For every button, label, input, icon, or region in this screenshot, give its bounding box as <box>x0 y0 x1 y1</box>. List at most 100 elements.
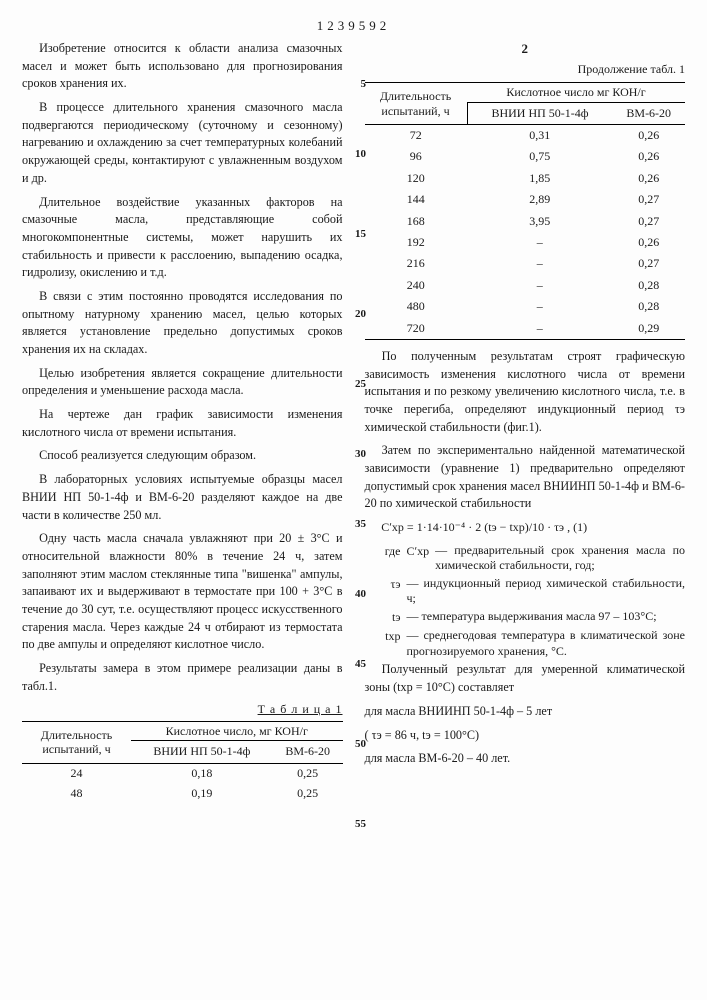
cell: 240 <box>365 275 468 296</box>
table1-sub2: ВМ-6-20 <box>273 741 343 763</box>
cell: 0,26 <box>612 232 685 253</box>
cell: 0,27 <box>612 189 685 210</box>
cell: 0,25 <box>273 784 343 804</box>
where-item: tэ — температура выдерживания масла 97 –… <box>365 609 686 626</box>
left-para-7: В лабораторных условиях испытуемые образ… <box>22 471 343 524</box>
cell: 0,75 <box>467 146 612 167</box>
cell: – <box>467 296 612 317</box>
continuation-label: Продолжение табл. 1 <box>365 61 686 78</box>
cell: 0,19 <box>131 784 273 804</box>
right-para-1: Затем по экспериментально найденной мате… <box>365 442 686 513</box>
cell: 0,28 <box>612 275 685 296</box>
cell: 48 <box>22 784 131 804</box>
table1-h2: Кислотное число, мг КОН/г <box>131 721 343 740</box>
line-number: 15 <box>355 228 366 240</box>
where-item: τэ — индукционный период химической стаб… <box>365 576 686 607</box>
where-def: — среднегодовая температура в климатичес… <box>407 628 686 659</box>
cell: 0,18 <box>131 763 273 784</box>
cont-sub2: ВМ-6-20 <box>612 102 685 124</box>
left-para-1: В процессе длительного хранения смазочно… <box>22 99 343 187</box>
table-row: 720–0,29 <box>365 318 686 340</box>
cell: 480 <box>365 296 468 317</box>
where-def: — предварительный срок хранения масла по… <box>435 543 685 574</box>
cell: – <box>467 275 612 296</box>
line-number: 10 <box>355 148 366 160</box>
table-row: 960,750,26 <box>365 146 686 167</box>
line-number: 50 <box>355 738 366 750</box>
where-item: tхр — среднегодовая температура в климат… <box>365 628 686 659</box>
cell: 0,28 <box>612 296 685 317</box>
doc-number: 1239592 <box>22 18 685 34</box>
cell: 96 <box>365 146 468 167</box>
where-item: где Сʹхр — предварительный срок хранения… <box>365 543 686 574</box>
left-para-8: Одну часть масла сначала увлажняют при 2… <box>22 530 343 654</box>
left-para-3: В связи с этим постоянно проводятся иссл… <box>22 288 343 359</box>
right-page-number: 2 <box>365 40 686 59</box>
cell: 720 <box>365 318 468 340</box>
columns: Изобретение относится к области анализа … <box>22 40 685 804</box>
table1-row: 24 0,18 0,25 <box>22 763 343 784</box>
cell: 72 <box>365 125 468 147</box>
table-row: 720,310,26 <box>365 125 686 147</box>
line-number: 25 <box>355 378 366 390</box>
line-number: 35 <box>355 518 366 530</box>
cell: 0,26 <box>612 125 685 147</box>
line-number: 30 <box>355 448 366 460</box>
table1-h1: Длительность испытаний, ч <box>22 721 131 763</box>
table1: Длительность испытаний, ч Кислотное числ… <box>22 721 343 805</box>
table-row: 216–0,27 <box>365 253 686 274</box>
cell: 0,27 <box>612 211 685 232</box>
cont-h2: Кислотное число мг КОН/г <box>467 83 685 102</box>
table1-title: Т а б л и ц а 1 <box>22 701 343 718</box>
table-row: 1201,850,26 <box>365 168 686 189</box>
cell: 216 <box>365 253 468 274</box>
left-para-2: Длительное воздействие указанных факторо… <box>22 194 343 282</box>
cell: 3,95 <box>467 211 612 232</box>
equation-1: Сʹхр = 1·14·10⁻⁴ · 2 (tэ − tхр)/10 · τэ … <box>365 519 686 536</box>
left-para-4: Целью изобретения является сокращение дл… <box>22 365 343 400</box>
cont-h1: Длительность испытаний, ч <box>365 83 468 125</box>
cell: 0,29 <box>612 318 685 340</box>
sym: tэ <box>365 609 401 626</box>
table-row: 192–0,26 <box>365 232 686 253</box>
cell: 120 <box>365 168 468 189</box>
line-number: 20 <box>355 308 366 320</box>
left-para-0: Изобретение относится к области анализа … <box>22 40 343 93</box>
left-column: Изобретение относится к области анализа … <box>22 40 343 804</box>
cell: 0,26 <box>612 146 685 167</box>
where-label: где <box>365 543 401 574</box>
cell: 192 <box>365 232 468 253</box>
table1-cont: Длительность испытаний, ч Кислотное числ… <box>365 82 686 340</box>
where-def: — индукционный период химической стабиль… <box>407 576 686 607</box>
line-number: 55 <box>355 818 366 830</box>
cell: – <box>467 253 612 274</box>
cont-sub1: ВНИИ НП 50-1-4ф <box>467 102 612 124</box>
cell: – <box>467 318 612 340</box>
cell: 0,25 <box>273 763 343 784</box>
cell: 0,26 <box>612 168 685 189</box>
table-row: 480–0,28 <box>365 296 686 317</box>
left-para-5: На чертеже дан график зависимости измене… <box>22 406 343 441</box>
left-para-6: Способ реализуется следующим образом. <box>22 447 343 465</box>
cell: 24 <box>22 763 131 784</box>
cell: 0,27 <box>612 253 685 274</box>
table-row: 1683,950,27 <box>365 211 686 232</box>
line-number: 45 <box>355 658 366 670</box>
cell: 2,89 <box>467 189 612 210</box>
table1-row: 48 0,19 0,25 <box>22 784 343 804</box>
cell: 1,85 <box>467 168 612 189</box>
cell: 168 <box>365 211 468 232</box>
cell: 0,31 <box>467 125 612 147</box>
right-para-0: По полученным результатам строят графиче… <box>365 348 686 436</box>
sym: Сʹхр <box>407 543 430 574</box>
result-line-2: для масла ВМ-6-20 – 40 лет. <box>365 750 686 768</box>
table-row: 1442,890,27 <box>365 189 686 210</box>
sym: τэ <box>365 576 401 607</box>
table-row: 240–0,28 <box>365 275 686 296</box>
result-line-1: ( τэ = 86 ч, tэ = 100°С) <box>365 727 686 745</box>
cell: 144 <box>365 189 468 210</box>
line-number: 40 <box>355 588 366 600</box>
where-def: — температура выдерживания масла 97 – 10… <box>407 609 686 626</box>
left-para-9: Результаты замера в этом примере реализа… <box>22 660 343 695</box>
sym: tхр <box>365 628 401 659</box>
